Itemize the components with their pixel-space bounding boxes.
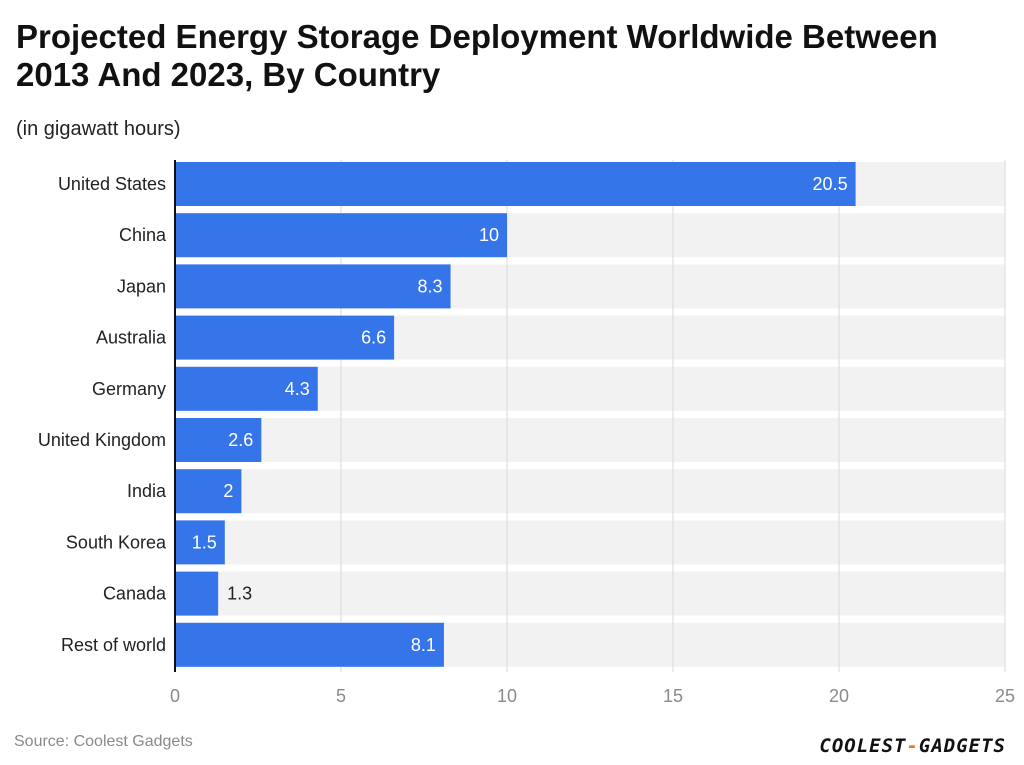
category-label: China [119,225,167,245]
category-label: Rest of world [61,635,166,655]
data-label: 4.3 [285,379,310,399]
category-label: Japan [117,276,166,296]
bar [175,213,507,258]
row-band [175,571,1005,616]
source-note: Source: Coolest Gadgets [14,733,193,750]
category-label: Germany [92,379,166,399]
row-band [175,418,1005,462]
chart-title: Projected Energy Storage Deployment Worl… [16,18,938,93]
x-tick-label: 20 [829,686,849,706]
brand-logo: COOLEST-GADGETS [819,735,1006,757]
bar [175,366,318,411]
data-label: 10 [479,225,499,245]
category-label: United States [58,174,166,194]
bar [175,315,395,360]
x-tick-label: 5 [336,686,346,706]
brand-dash: - [906,735,919,757]
data-label: 6.6 [361,328,386,348]
brand-part1: COOLEST [819,735,907,757]
x-tick-label: 15 [663,686,683,706]
category-label: South Korea [66,532,167,552]
bar [175,264,451,309]
category-label: United Kingdom [38,430,166,450]
bar [175,162,856,206]
x-tick-label: 25 [995,686,1015,706]
row-band [175,469,1005,514]
data-label: 2 [223,481,233,501]
row-band [175,520,1005,565]
bar [175,622,444,667]
x-tick-label: 10 [497,686,517,706]
data-label: 1.3 [227,584,252,604]
x-tick-label: 0 [170,686,180,706]
chart-subtitle: (in gigawatt hours) [16,118,181,140]
data-label: 8.1 [411,635,436,655]
data-label: 2.6 [228,430,253,450]
category-label: India [127,481,167,501]
bar [175,571,219,616]
category-label: Australia [96,328,167,348]
data-label: 20.5 [813,174,848,194]
category-label: Canada [103,584,167,604]
data-label: 1.5 [192,532,217,552]
bar [175,418,262,462]
brand-part2: GADGETS [918,735,1006,757]
bar [175,469,242,514]
bar [175,520,225,565]
data-label: 8.3 [418,276,443,296]
